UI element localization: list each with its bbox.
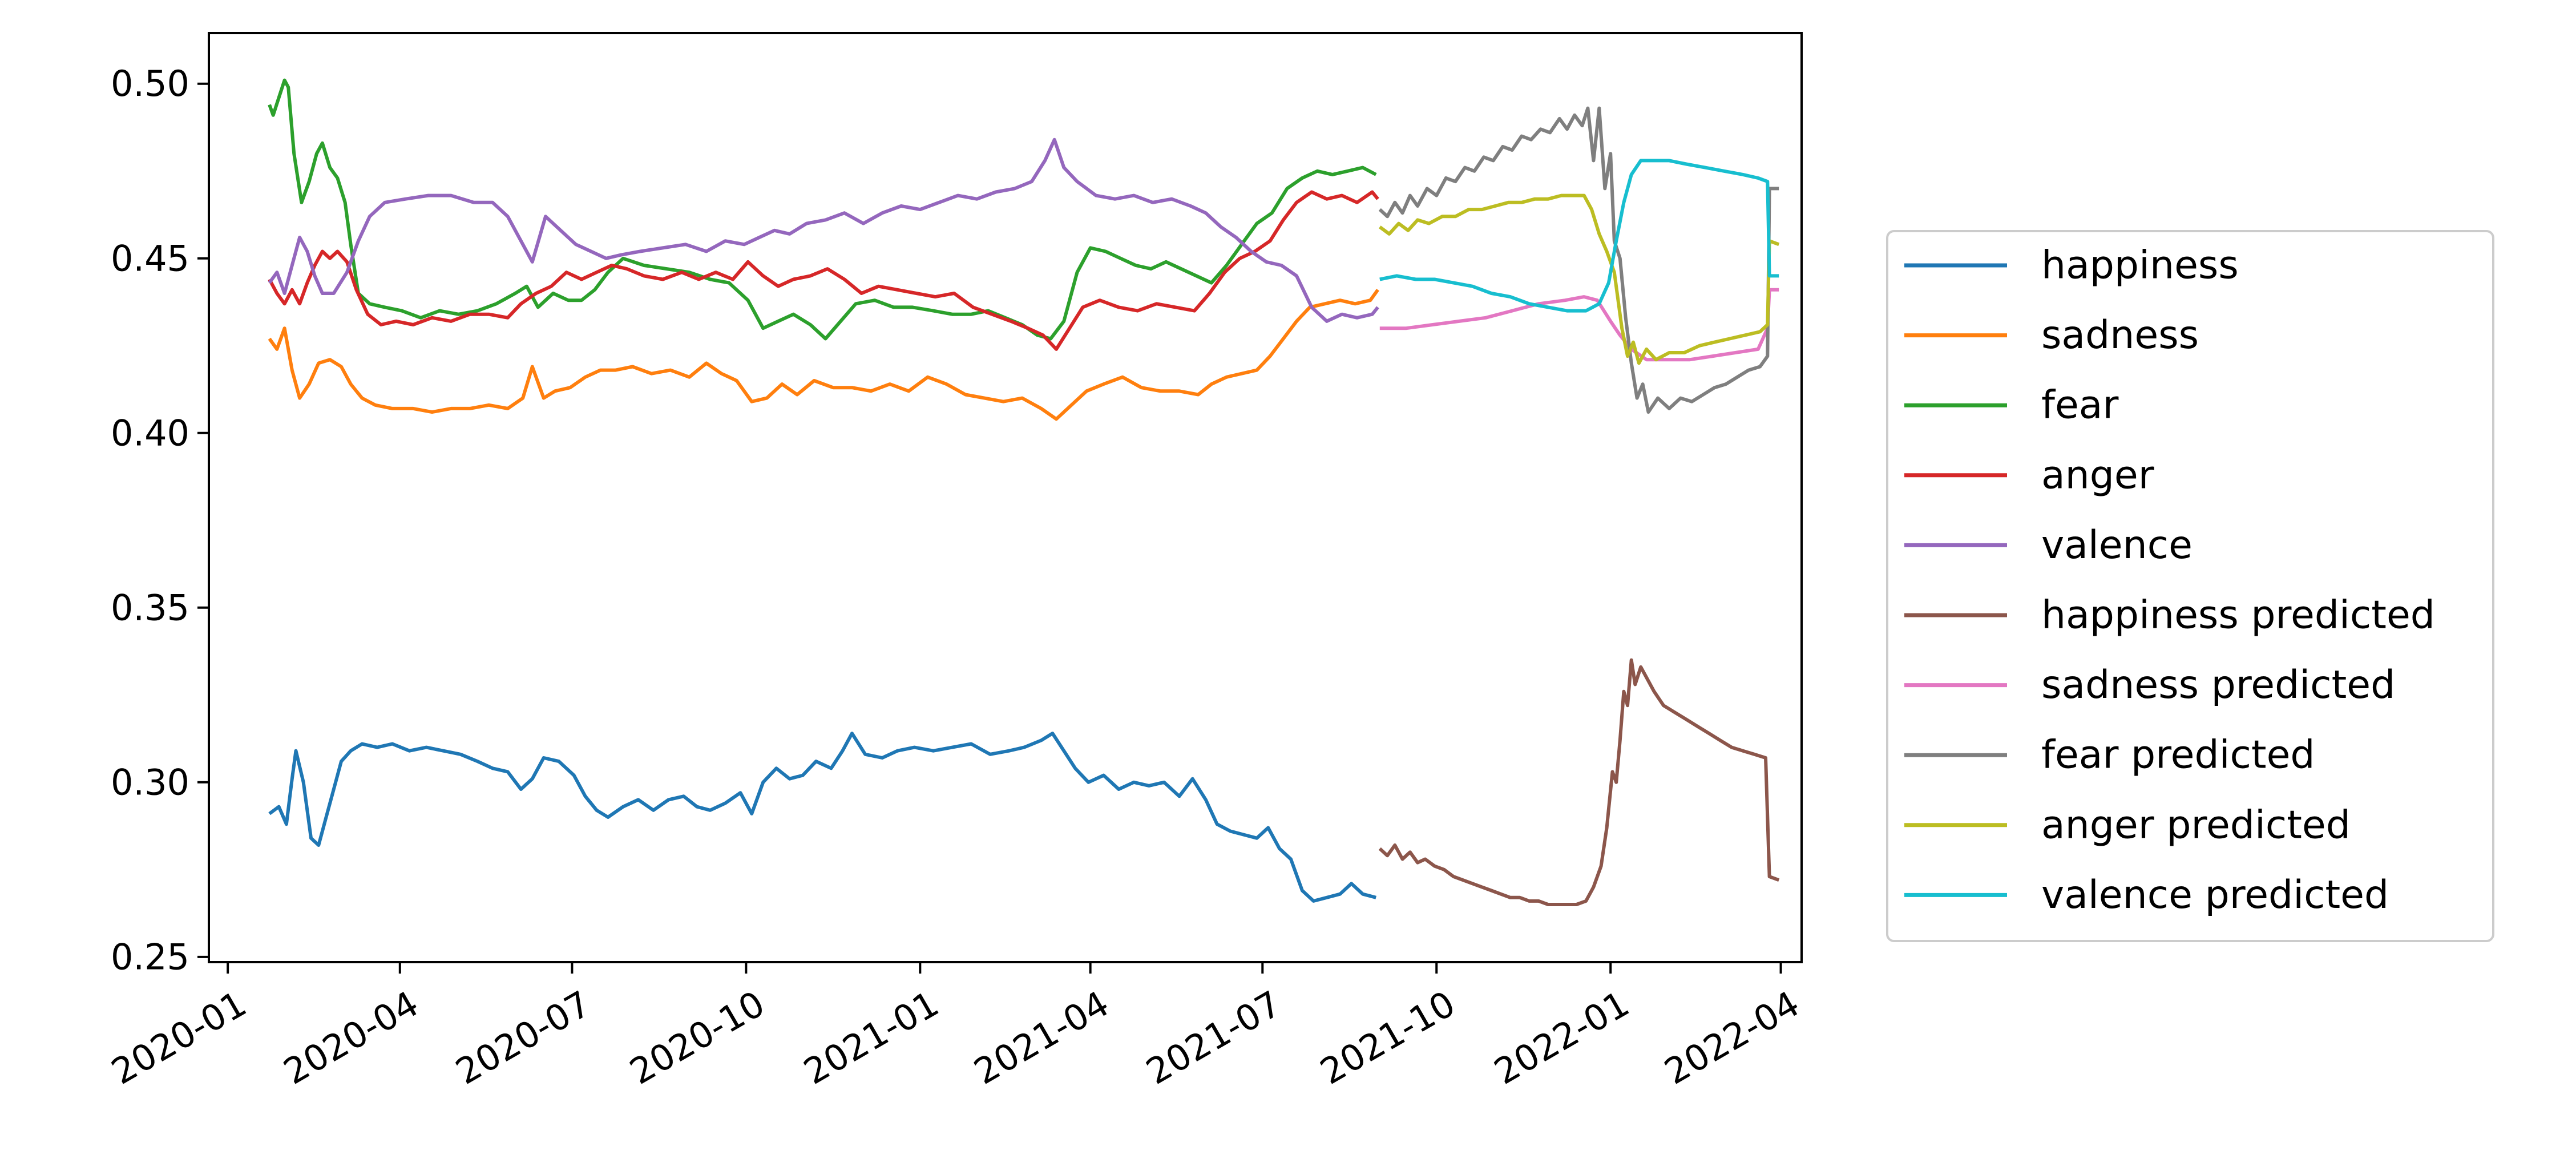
legend-label: fear [2041,383,2118,428]
series-line-fear-predicted [1378,106,1779,414]
series-line-happiness-predicted [1378,658,1780,906]
series-line-valence [268,138,1379,323]
legend-label: anger predicted [2041,802,2351,847]
series-layer [268,78,1780,906]
legend-label: valence predicted [2041,873,2389,918]
series-line-anger-predicted [1379,193,1780,365]
legend-label: sadness predicted [2041,663,2395,708]
legend-label: fear predicted [2041,733,2315,778]
series-line-anger [268,190,1379,351]
series-line-happiness [268,732,1376,903]
legend-label: happiness predicted [2041,593,2435,638]
legend: happiness sadness fear anger valence happines… [1886,230,2494,942]
series-line-sadness [268,289,1379,421]
legend-label: sadness [2041,313,2199,358]
series-line-fear [268,78,1377,341]
y-tick-label: 0.30 [111,761,189,803]
series-line-sadness-predicted [1379,288,1779,362]
y-tick-label: 0.40 [111,412,189,454]
y-tick-label: 0.35 [111,587,189,628]
legend-box [1886,230,2494,942]
y-tick-label: 0.50 [111,63,189,104]
legend-label: valence [2041,523,2193,568]
y-axis: 0.25 0.30 0.35 0.40 0.45 0.50 [111,63,209,978]
legend-label: anger [2041,453,2154,498]
legend-label: happiness [2041,243,2239,288]
y-tick-label: 0.25 [111,936,189,978]
plot-frame [208,32,1803,963]
series-line-valence-predicted [1379,159,1779,313]
y-tick-label: 0.45 [111,237,189,279]
